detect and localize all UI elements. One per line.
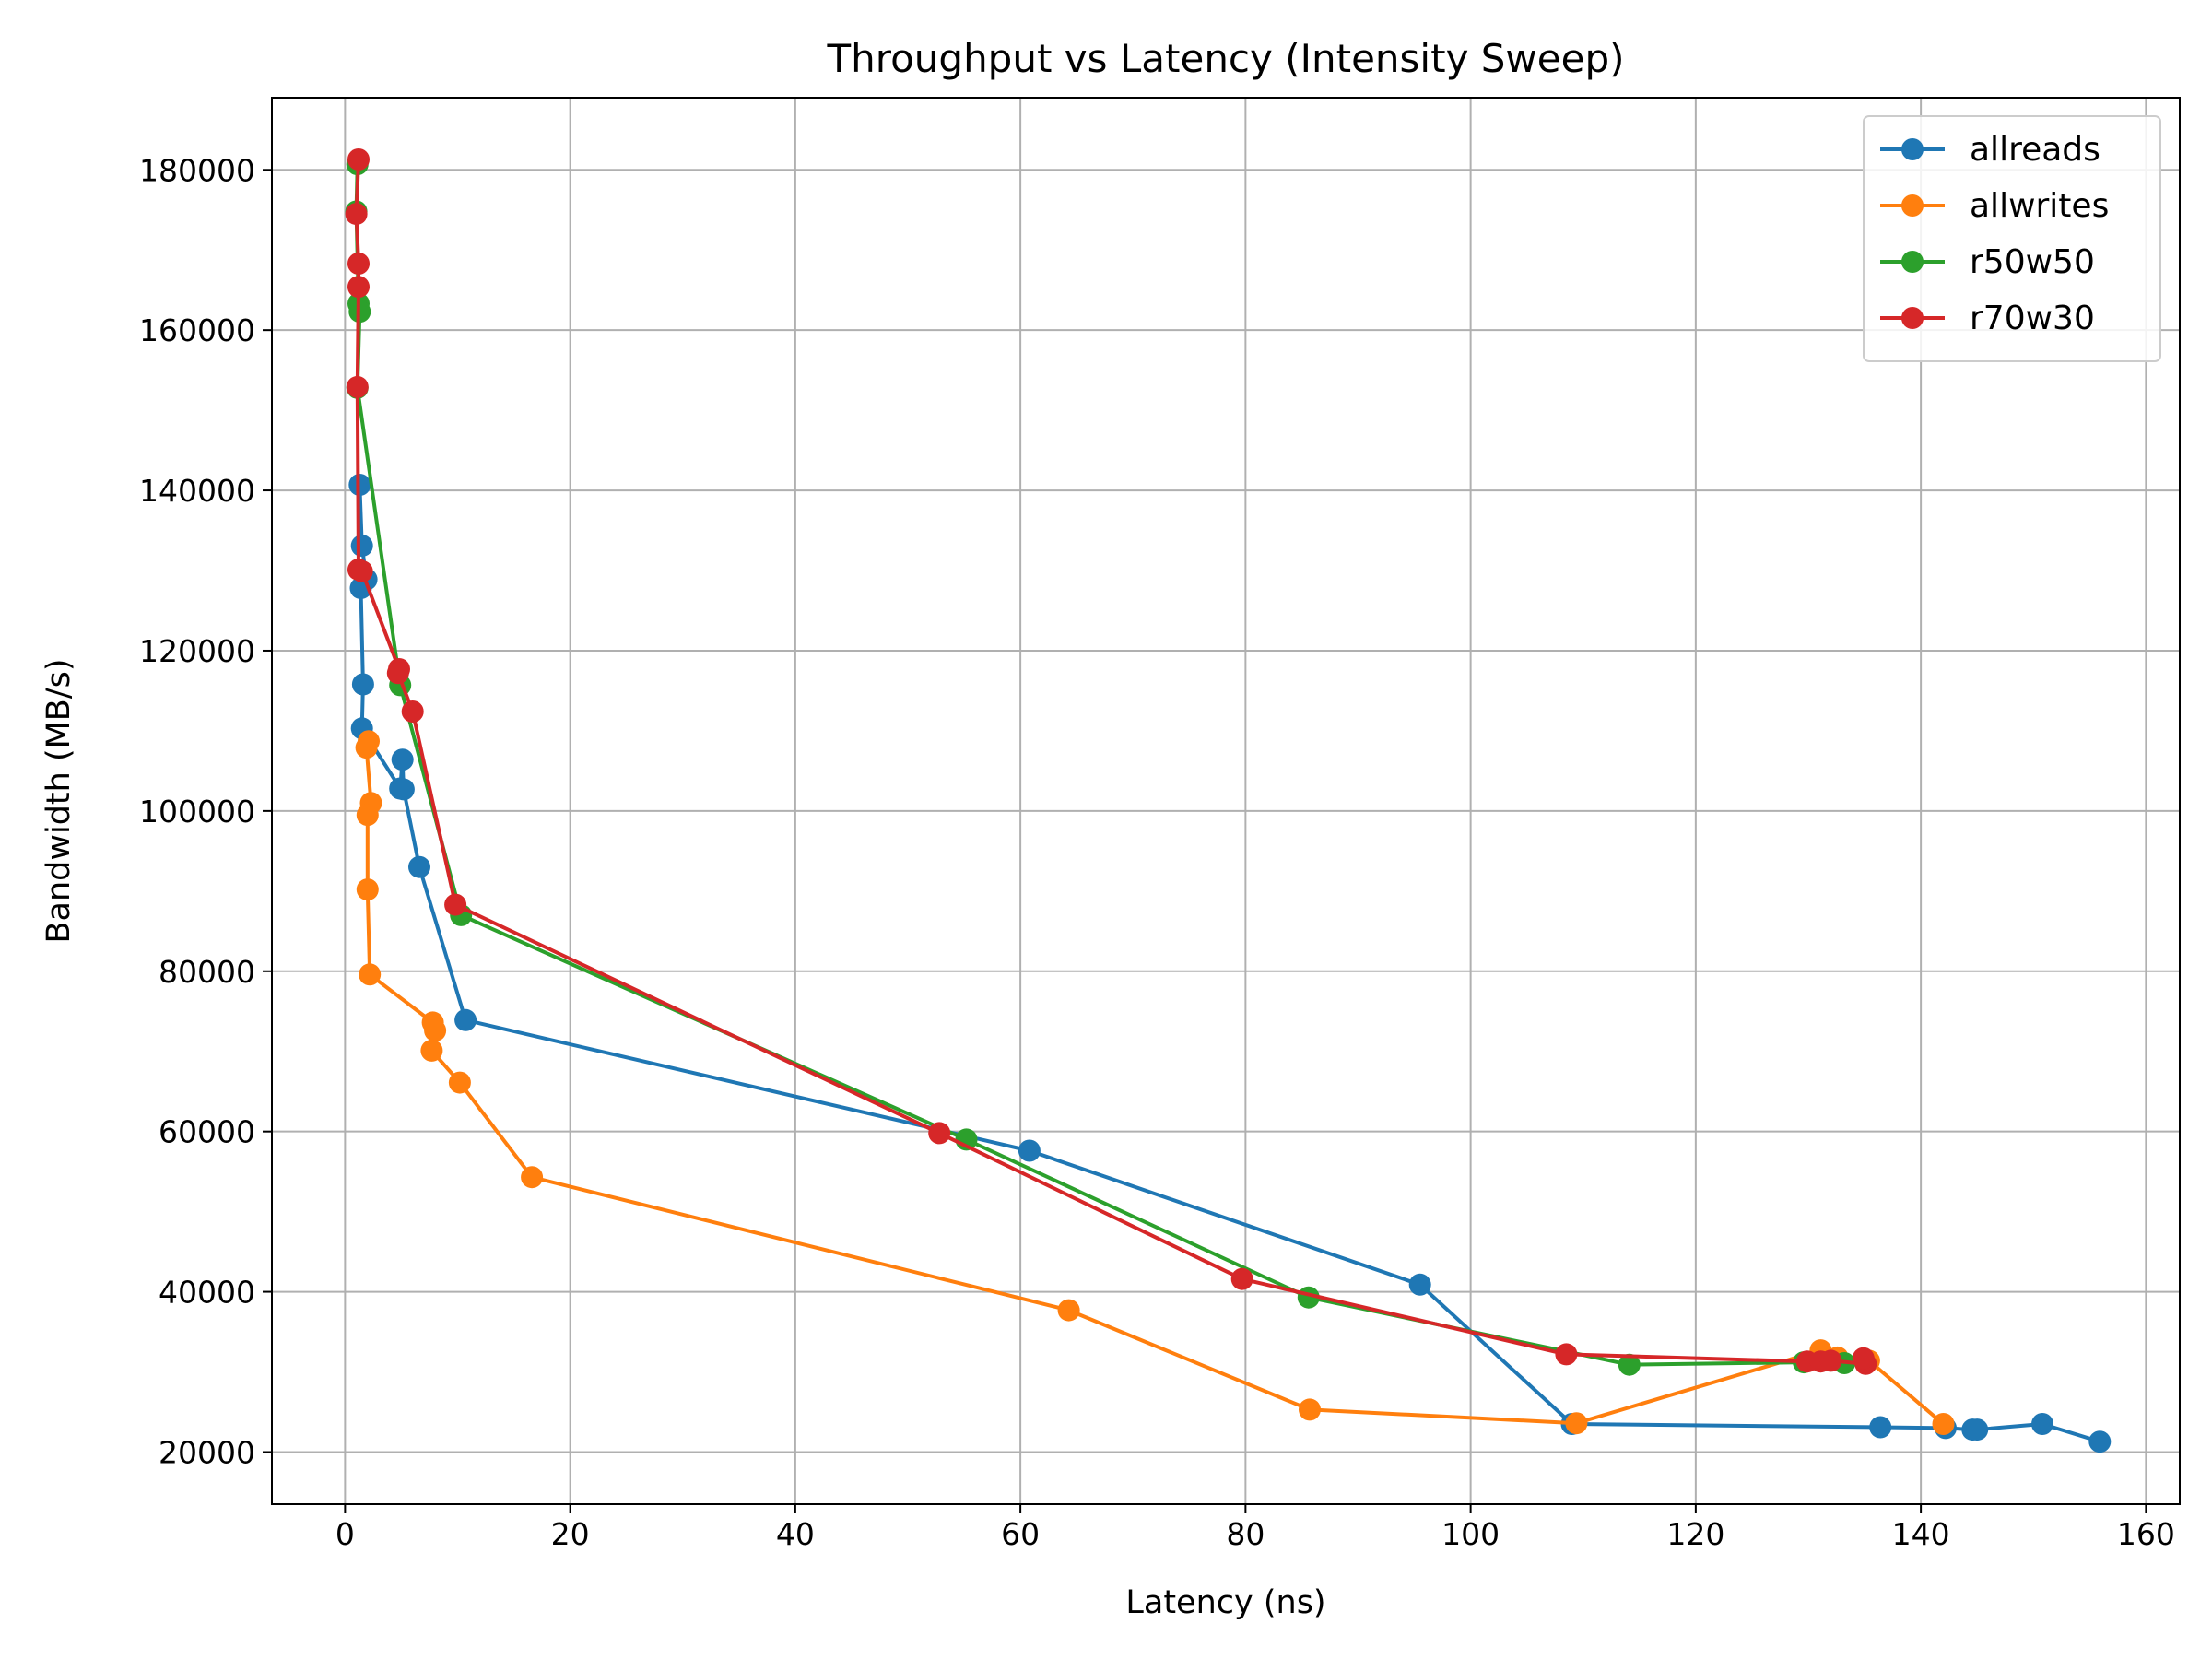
data-point-r70w30 [401,700,424,723]
data-point-r70w30 [1852,1347,1875,1370]
legend-swatch-marker [1901,138,1924,160]
data-point-r70w30 [347,253,370,275]
y-tick-label: 120000 [139,633,255,669]
legend-label: r50w50 [1970,243,2095,281]
data-point-allreads [408,855,430,878]
data-point-r70w30 [347,148,370,171]
data-point-r70w30 [1230,1267,1253,1290]
y-tick-label: 160000 [139,312,255,348]
x-tick-label: 160 [2117,1516,2175,1552]
data-point-allwrites [1299,1398,1321,1421]
data-point-allreads [1869,1416,1892,1439]
x-tick-label: 140 [1892,1516,1950,1552]
y-tick-label: 180000 [139,152,255,188]
data-point-allreads [2088,1430,2112,1453]
data-point-allwrites [420,1039,443,1062]
data-point-allreads [2031,1413,2053,1435]
data-point-r70w30 [347,276,370,299]
legend-item-r50w50: r50w50 [1880,243,2095,281]
legend-item-r70w30: r70w30 [1880,300,2095,337]
data-point-r70w30 [386,662,409,685]
data-point-r70w30 [346,375,369,398]
data-point-allreads [351,673,374,696]
legend-swatch-marker [1901,194,1924,217]
x-tick-label: 60 [1001,1516,1040,1552]
y-tick-label: 20000 [159,1434,255,1470]
legend-label: allreads [1970,131,2100,169]
y-tick-label: 100000 [139,794,255,830]
data-point-allwrites [356,804,379,827]
data-point-allwrites [1057,1299,1080,1322]
x-tick-label: 120 [1666,1516,1724,1552]
legend-swatch-marker [1901,307,1924,329]
data-point-allreads [350,535,373,558]
y-tick-label: 40000 [159,1275,255,1311]
x-axis-label: Latency (ns) [1125,1584,1325,1621]
x-tick-label: 40 [776,1516,815,1552]
data-point-r70w30 [444,893,467,916]
data-point-allwrites [359,963,382,986]
data-point-allwrites [1565,1412,1588,1435]
data-point-r70w30 [1819,1349,1842,1372]
data-point-allreads [392,778,415,801]
data-point-allreads [1408,1273,1431,1296]
chart-title: Throughput vs Latency (Intensity Sweep) [826,36,1624,81]
x-tick-label: 80 [1226,1516,1265,1552]
plot-frame [271,97,2181,1505]
data-point-r70w30 [928,1122,951,1145]
data-point-allwrites [1932,1413,1955,1435]
x-tick-label: 0 [335,1516,355,1552]
series-allreads [348,474,2112,1453]
data-point-allreads [391,748,414,771]
y-tick-label: 140000 [139,473,255,509]
data-point-r70w30 [345,203,368,226]
data-point-allwrites [448,1071,471,1094]
ticks: 0 20 40 60 80 100 120 140 160 20000 40000 60000 8000… [139,152,2175,1552]
data-point-allwrites [424,1019,447,1042]
data-point-allwrites [356,878,379,901]
x-tick-label: 20 [551,1516,590,1552]
data-point-allwrites [521,1166,544,1189]
legend-item-allwrites: allwrites [1880,187,2109,225]
y-tick-label: 60000 [159,1114,255,1150]
data-point-r70w30 [350,559,373,582]
data-point-allwrites [355,736,378,759]
legend-swatch-marker [1901,251,1924,273]
data-point-allreads [454,1008,477,1031]
legend-box [1863,115,2161,362]
y-tick-label: 80000 [159,954,255,990]
y-axis-label: Bandwidth (MB/s) [41,658,77,943]
legend: allreads allwrites r50w50 r70w30 [1863,115,2161,362]
legend-item-allreads: allreads [1880,131,2100,169]
series-r70w30 [345,148,1877,1375]
legend-label: allwrites [1970,187,2109,225]
x-tick-label: 100 [1441,1516,1500,1552]
legend-label: r70w30 [1970,300,2095,337]
data-point-allreads [1966,1418,1989,1441]
data-point-r70w30 [1555,1343,1578,1366]
data-point-allreads [1018,1139,1041,1162]
data-point-r50w50 [1618,1353,1641,1376]
series-layer [345,148,2112,1453]
